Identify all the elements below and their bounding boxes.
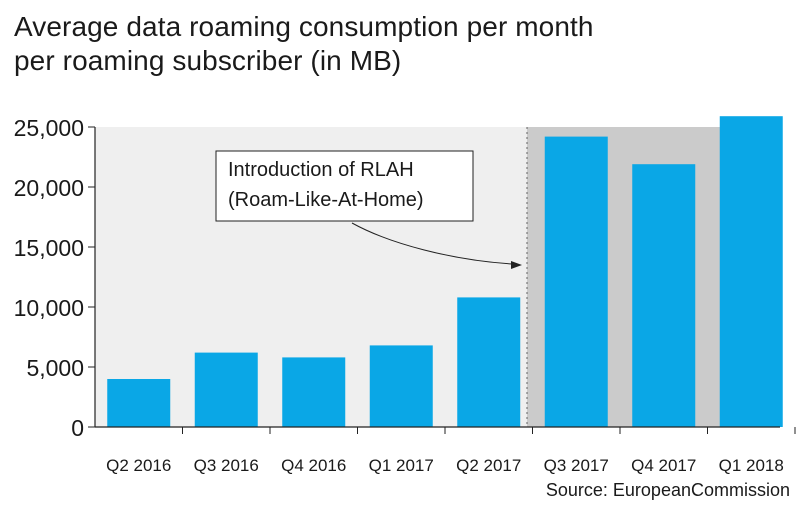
annotation-arrow <box>351 222 513 265</box>
chart-title: Average data roaming consumption per mon… <box>14 10 774 78</box>
y-tick-label: 5,000 <box>26 355 84 381</box>
chart-title-line-2: per roaming subscriber (in MB) <box>14 45 402 76</box>
y-tick-label: 0 <box>71 415 84 441</box>
bar <box>194 352 258 427</box>
y-tick-label: 10,000 <box>14 295 84 321</box>
bar <box>107 379 171 427</box>
x-tick-label: Q3 2017 <box>544 456 609 475</box>
y-tick-label: 20,000 <box>14 175 84 201</box>
bar <box>457 297 521 427</box>
bar <box>282 357 346 427</box>
y-tick-label: 25,000 <box>14 115 84 141</box>
source-note: Source: EuropeanCommission <box>545 480 790 500</box>
bar <box>632 164 696 427</box>
annotation-line-1: Introduction of RLAH <box>228 159 414 181</box>
y-tick-label: 15,000 <box>14 235 84 261</box>
x-tick-label: Q2 2016 <box>106 456 171 475</box>
annotation-box <box>215 150 474 222</box>
annotation-line-2: (Roam-Like-At-Home) <box>228 189 424 211</box>
x-tick-label: Q4 2017 <box>631 456 696 475</box>
x-tick-label: Q2 2017 <box>456 456 521 475</box>
x-tick-label: Q1 2018 <box>719 456 784 475</box>
bar <box>719 116 783 427</box>
x-tick-label: Q1 2017 <box>369 456 434 475</box>
chart-title-line-1: Average data roaming consumption per mon… <box>14 11 594 42</box>
bar <box>369 345 433 427</box>
annotation-arrowhead <box>511 261 522 269</box>
x-tick-label: Q3 2016 <box>194 456 259 475</box>
bar <box>544 136 608 427</box>
x-tick-label: Q4 2016 <box>281 456 346 475</box>
